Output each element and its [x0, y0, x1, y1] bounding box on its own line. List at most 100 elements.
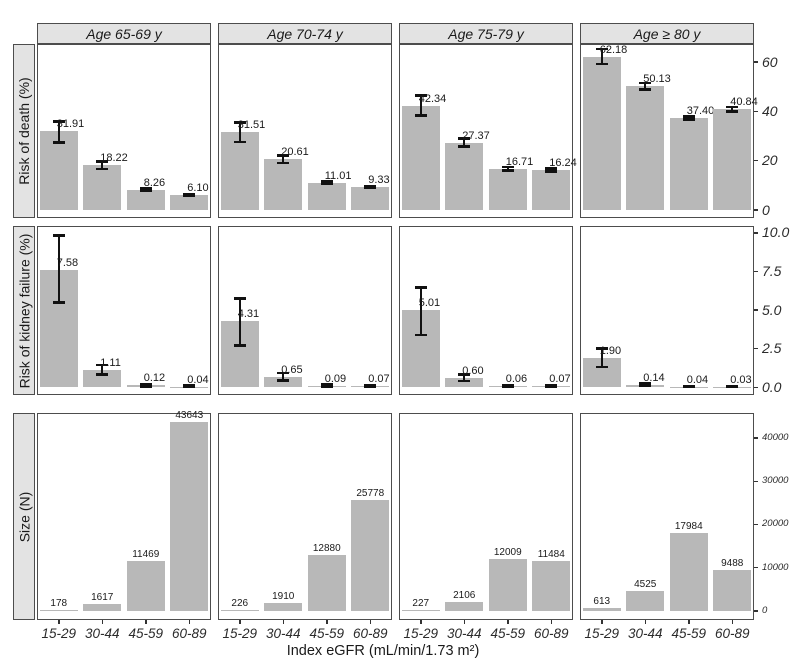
bar — [582, 608, 621, 611]
bar — [264, 377, 303, 388]
x-axis-tick — [601, 620, 603, 624]
y-axis-tick — [754, 270, 758, 273]
bar-value-label: 17984 — [674, 521, 703, 533]
error-bar-cap — [320, 180, 333, 183]
facet-column-strip: Age 75-79 y — [399, 23, 573, 44]
error-bar-cap — [96, 373, 109, 376]
error-bar-cap — [414, 286, 427, 289]
bar-value-label: 178 — [50, 598, 68, 610]
x-axis-tick-label: 15-29 — [41, 626, 77, 641]
bar — [83, 370, 122, 388]
y-axis-tick-label: 40000 — [762, 432, 789, 444]
x-axis-tick — [101, 620, 103, 624]
error-bar — [282, 373, 285, 381]
bar-value-label: 1617 — [91, 591, 114, 603]
bar — [582, 56, 621, 211]
error-bar-cap — [501, 165, 514, 169]
bar-value-label: 6.10 — [187, 182, 209, 195]
x-axis-tick-label: 30-44 — [446, 626, 482, 641]
y-axis-tick-label: 10.0 — [762, 224, 790, 241]
y-axis-tick-label: 40 — [762, 102, 778, 119]
x-axis-tick — [58, 620, 60, 624]
error-bar-cap — [639, 88, 652, 91]
error-bar-cap — [595, 47, 608, 51]
bar-value-label: 2106 — [453, 589, 476, 601]
x-axis-tick — [239, 620, 241, 624]
facet-column-label: Age 65-69 y — [86, 25, 162, 42]
bar — [39, 131, 78, 211]
error-bar-cap — [726, 110, 739, 113]
error-bar-cap — [320, 385, 333, 388]
error-bar — [600, 348, 603, 368]
y-axis-tick — [754, 386, 758, 389]
error-bar-cap — [545, 167, 558, 170]
bar-value-label: 37.40 — [686, 104, 715, 117]
error-bar-cap — [96, 160, 109, 163]
bar-value-label: 0.60 — [462, 365, 484, 378]
bar-value-label: 43643 — [175, 410, 204, 422]
x-axis-tick-label: 30-44 — [265, 626, 301, 641]
error-bar-cap — [414, 114, 427, 117]
error-bar — [238, 298, 241, 346]
bar-value-label: 40.84 — [730, 96, 758, 109]
error-bar-cap — [414, 333, 427, 337]
x-axis-tick-label: 45-59 — [490, 626, 526, 641]
y-axis-tick-label: 20 — [762, 152, 778, 169]
bar — [532, 561, 571, 611]
bar-value-label: 0.06 — [505, 373, 528, 386]
bar-value-label: 0.14 — [643, 372, 665, 385]
y-axis-tick — [754, 347, 758, 350]
error-bar-cap — [639, 382, 652, 385]
bar — [351, 499, 390, 611]
bar — [445, 378, 484, 388]
bar-value-label: 16.24 — [549, 157, 577, 170]
y-axis-tick — [754, 110, 758, 113]
x-axis-tick-label: 30-44 — [84, 626, 120, 641]
x-axis-tick-label: 15-29 — [584, 626, 620, 641]
x-axis-tick-label: 60-89 — [533, 626, 569, 641]
facet-row-label: Size (N) — [16, 491, 32, 542]
bar — [713, 569, 752, 611]
facet-row-strip — [13, 44, 35, 218]
facet-row-label: Risk of death (%) — [16, 77, 32, 185]
error-bar-cap — [52, 120, 65, 123]
error-bar-cap — [595, 62, 608, 66]
bar — [170, 195, 209, 211]
facet-column-strip: Age 70-74 y — [218, 23, 392, 44]
error-bar-cap — [320, 383, 333, 386]
bar — [83, 603, 122, 611]
bar — [488, 559, 527, 611]
y-axis-tick-label: 0 — [762, 201, 770, 218]
error-bar — [550, 168, 553, 172]
y-axis-tick — [754, 232, 758, 234]
y-axis-tick-label: 20000 — [762, 518, 789, 530]
facet-column-strip: Age ≥ 80 y — [580, 23, 754, 44]
y-axis-tick — [754, 209, 758, 211]
bar-value-label: 7.58 — [56, 257, 79, 270]
bar-value-label: 11.01 — [324, 169, 352, 182]
bar-value-label: 0.04 — [686, 373, 709, 386]
error-bar — [325, 181, 328, 185]
y-axis-tick — [754, 159, 758, 162]
error-bar — [282, 155, 285, 163]
x-axis-tick — [550, 620, 552, 624]
y-axis-tick-label: 30000 — [762, 475, 789, 487]
bar-value-label: 12880 — [312, 543, 341, 555]
x-axis-tick-label: 60-89 — [171, 626, 207, 641]
y-axis-tick-label: 10000 — [762, 561, 789, 573]
error-bar-cap — [233, 140, 246, 144]
bar-value-label: 227 — [412, 597, 430, 609]
x-axis-title: Index eGFR (mL/min/1.73 m²) — [286, 643, 480, 659]
error-bar — [101, 161, 104, 169]
bar — [713, 109, 752, 211]
bar-value-label: 0.09 — [324, 372, 347, 385]
x-axis-tick-label: 60-89 — [714, 626, 750, 641]
bar — [264, 159, 303, 211]
y-axis-tick — [754, 309, 758, 311]
bar-value-label: 25778 — [356, 487, 385, 499]
error-bar — [238, 122, 241, 142]
error-bar-cap — [545, 170, 558, 173]
error-bar-cap — [364, 184, 377, 188]
x-axis-tick-label: 30-44 — [627, 626, 663, 641]
bar-value-label: 5.01 — [418, 296, 441, 309]
